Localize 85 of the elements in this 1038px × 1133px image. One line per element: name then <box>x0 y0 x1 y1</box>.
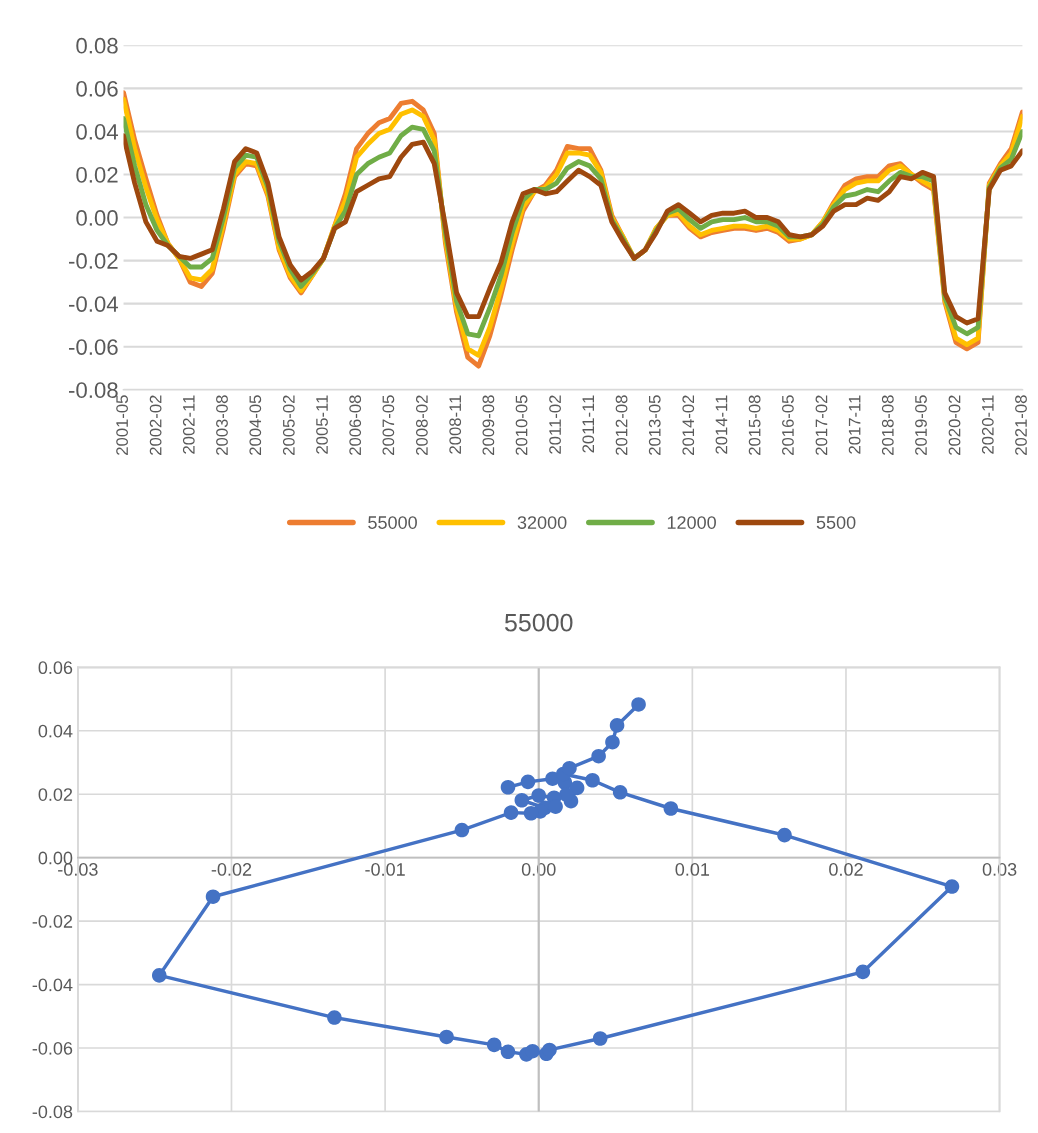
y-tick-label: 0.04 <box>76 123 119 140</box>
x-tick-label: 2019-05 <box>915 395 927 455</box>
chart-title: 55000 <box>504 613 573 632</box>
point <box>609 718 625 733</box>
x-tick-label: 2015-08 <box>748 395 761 455</box>
x-tick-label: 2004-05 <box>249 395 262 455</box>
point <box>500 779 516 795</box>
point <box>592 1031 608 1046</box>
point <box>591 748 606 764</box>
x-tick-label: 0.01 <box>675 863 710 876</box>
legend-label: 32000 <box>517 516 567 529</box>
y-tick-label: -0.02 <box>69 253 118 269</box>
y-tick-label: 0.02 <box>76 167 118 183</box>
y-tick-label: -0.08 <box>69 382 118 399</box>
point <box>520 774 536 790</box>
legend-label: 5500 <box>816 516 856 529</box>
x-tick-label: 2018-08 <box>881 395 894 455</box>
x-tick-label: -0.03 <box>58 863 98 876</box>
legend-label: 55000 <box>368 516 417 529</box>
x-tick-label: 2012-08 <box>615 395 628 455</box>
point <box>605 734 620 750</box>
x-tick-label: 2003-08 <box>216 395 228 455</box>
x-tick-label: 2011-02 <box>549 395 561 454</box>
x-tick-label: -0.02 <box>211 863 252 876</box>
y-tick-label: 0.06 <box>76 80 118 97</box>
y-tick-label: -0.04 <box>32 978 73 992</box>
point <box>562 760 577 776</box>
y-tick-label: 0.00 <box>76 210 118 226</box>
point <box>631 697 646 712</box>
point <box>548 799 563 814</box>
point <box>151 968 167 983</box>
point <box>944 879 960 894</box>
x-tick-label: 2020-11 <box>981 395 994 454</box>
y-tick-label: 0.04 <box>38 724 73 738</box>
point <box>777 827 792 843</box>
point <box>542 1042 557 1058</box>
x-tick-label: 2014-11 <box>715 395 728 454</box>
point <box>585 772 600 788</box>
point <box>454 822 470 838</box>
x-tick-label: 2002-11 <box>182 395 195 454</box>
x-tick-label: 2001-05 <box>116 395 128 455</box>
point <box>855 964 871 980</box>
point <box>569 780 585 796</box>
point <box>327 1010 342 1025</box>
point <box>531 788 547 803</box>
x-tick-label: 2009-08 <box>482 395 495 455</box>
point <box>525 1043 540 1059</box>
x-tick-label: 2002-02 <box>149 395 162 455</box>
x-tick-label: 2020-02 <box>948 395 961 455</box>
x-tick-label: 2016-05 <box>782 395 794 455</box>
y-tick-label: 0.08 <box>76 37 118 54</box>
x-tick-label: 2011-11 <box>582 395 595 453</box>
point <box>612 785 628 800</box>
point <box>486 1037 502 1053</box>
x-tick-label: 2005-02 <box>282 395 295 455</box>
y-tick-label: 0.00 <box>38 851 73 865</box>
point <box>205 889 221 904</box>
point <box>503 805 519 820</box>
y-tick-label: -0.08 <box>32 1105 73 1119</box>
x-tick-label: 2014-02 <box>682 395 695 455</box>
point <box>514 792 530 808</box>
x-tick-label: 2021-08 <box>1015 395 1027 455</box>
y-tick-label: -0.06 <box>32 1041 73 1055</box>
x-tick-label: 2006-08 <box>349 395 362 455</box>
point <box>523 805 539 821</box>
y-tick-label: -0.04 <box>69 296 119 312</box>
point <box>500 1044 516 1060</box>
point <box>439 1029 454 1045</box>
y-tick-label: 0.06 <box>38 661 73 675</box>
legend-label: 12000 <box>667 516 716 529</box>
x-tick-label: 2007-05 <box>382 395 395 455</box>
x-tick-label: 2013-05 <box>648 395 661 455</box>
x-tick-label: 2008-11 <box>449 395 462 454</box>
x-tick-label: -0.01 <box>365 863 405 876</box>
point <box>559 787 574 802</box>
x-tick-label: 2008-02 <box>415 395 428 455</box>
x-tick-label: 2017-11 <box>848 395 861 454</box>
x-tick-label: 2017-02 <box>815 395 828 455</box>
y-tick-label: -0.02 <box>32 915 73 928</box>
point <box>663 801 679 816</box>
y-tick-label: -0.06 <box>69 339 118 355</box>
x-tick-label: 2005-11 <box>316 395 328 454</box>
y-tick-label: 0.02 <box>38 788 73 801</box>
x-tick-label: 2010-05 <box>515 395 528 455</box>
x-tick-label: 0.02 <box>829 863 863 876</box>
